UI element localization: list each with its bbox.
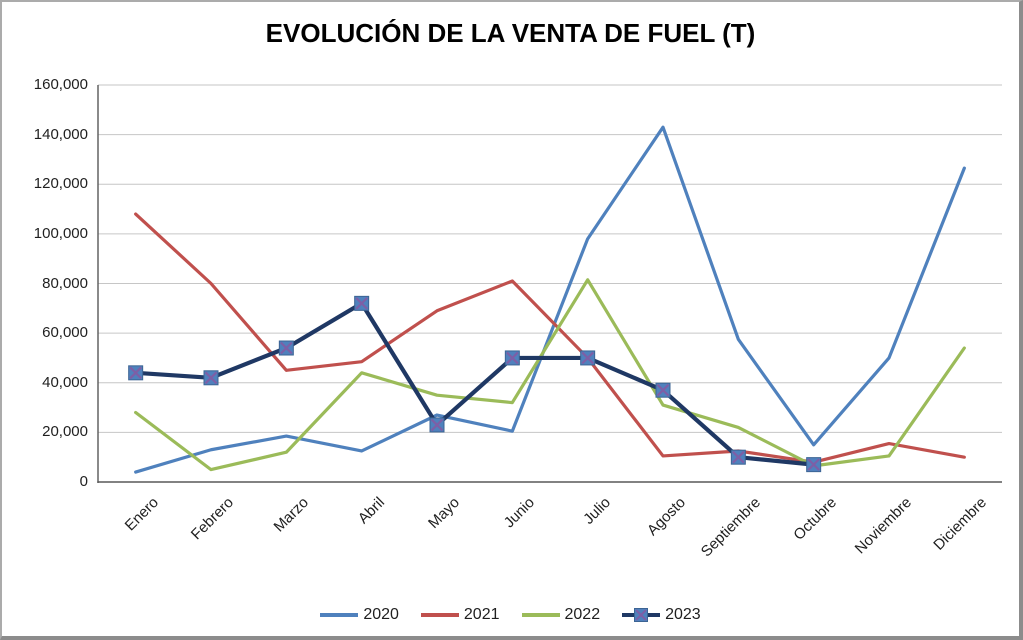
legend-item-2021: 2021 [420,606,500,624]
marker-x-stroke [506,351,519,365]
marker-x-stroke [430,418,444,432]
legend-swatch-2022 [521,613,560,617]
marker-x-stroke [656,383,670,397]
marker-x-stroke [280,341,293,355]
legend-label-2023: 2023 [665,606,701,623]
series-line-2020 [134,125,966,474]
y-tick-label: 0 [79,473,88,490]
y-tick-label: 160,000 [33,76,88,93]
legend-item-2023: 2023 [622,606,701,624]
marker-x-stroke [204,371,218,385]
y-tick-label: 120,000 [33,175,88,193]
y-tick-label: 100,000 [33,224,88,242]
marker-x-stroke [129,366,142,380]
legend-swatch-2020 [320,613,359,617]
marker-x-stroke [355,297,368,310]
legend-label-2022: 2022 [564,606,601,623]
series-line-2021 [134,212,966,464]
legend: 2020 2021 2022 2023 [2,606,1019,624]
legend-label-2021: 2021 [463,606,500,623]
marker-x-stroke [581,351,594,365]
y-tick-label: 60,000 [42,324,88,342]
y-tick-label: 20,000 [42,423,88,441]
legend-item-2020: 2020 [320,606,399,624]
chart-title: EVOLUCIÓN DE LA VENTA DE FUEL (T) [265,18,756,48]
legend-item-2022: 2022 [521,606,601,624]
marker-x-stroke [807,458,820,471]
series-line-2022 [134,278,966,472]
legend-swatch-2023 [622,608,661,622]
legend-label-2020: 2020 [363,606,399,623]
y-tick-label: 40,000 [42,373,88,391]
marker-x-stroke [732,450,745,464]
legend-swatch-2021 [420,613,459,617]
series-line-2023 [133,301,816,467]
y-tick-label: 80,000 [42,274,88,292]
y-tick-label: 140,000 [33,125,88,143]
